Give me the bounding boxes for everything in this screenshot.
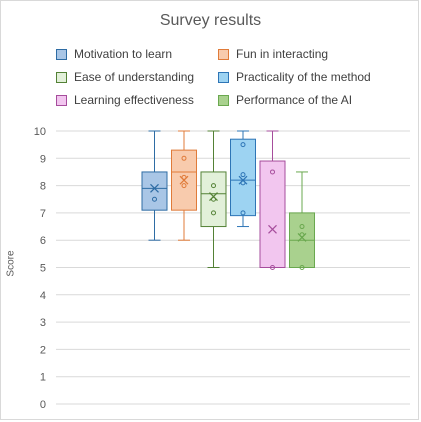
legend-item: Motivation to learn bbox=[56, 47, 172, 61]
box-series bbox=[141, 130, 168, 241]
box-series bbox=[259, 130, 286, 270]
legend-item: Fun in interacting bbox=[218, 47, 328, 61]
legend-item: Learning effectiveness bbox=[56, 93, 194, 107]
y-tick-label: 0 bbox=[40, 399, 46, 411]
data-point bbox=[181, 183, 187, 189]
legend-item: Ease of understanding bbox=[56, 70, 194, 84]
y-tick-label: 8 bbox=[40, 181, 46, 193]
legend-swatch bbox=[218, 71, 229, 83]
mean-marker bbox=[150, 183, 159, 193]
y-tick-label: 7 bbox=[40, 208, 46, 220]
y-tick-label: 2 bbox=[40, 344, 46, 356]
y-tick-label: 10 bbox=[34, 126, 46, 138]
box-series bbox=[230, 130, 256, 228]
data-point bbox=[181, 174, 187, 180]
data-point bbox=[240, 172, 246, 178]
legend-label: Learning effectiveness bbox=[74, 93, 194, 107]
data-point bbox=[240, 180, 246, 186]
legend-item: Practicality of the method bbox=[218, 70, 371, 84]
data-point bbox=[211, 210, 216, 216]
mean-marker bbox=[238, 175, 248, 185]
box bbox=[141, 171, 168, 211]
legend-item: Performance of the AI bbox=[218, 93, 352, 107]
data-point bbox=[270, 169, 275, 175]
data-point bbox=[240, 210, 246, 216]
legend-swatch bbox=[56, 94, 67, 106]
y-tick-label: 9 bbox=[40, 153, 46, 165]
box bbox=[200, 171, 227, 228]
y-tick-label: 6 bbox=[40, 235, 46, 247]
data-point bbox=[299, 265, 305, 270]
data-point bbox=[299, 232, 305, 238]
legend-label: Practicality of the method bbox=[236, 70, 371, 84]
data-point bbox=[211, 196, 216, 202]
y-tick-label: 3 bbox=[40, 317, 46, 329]
legend-label: Ease of understanding bbox=[74, 70, 195, 84]
mean-marker bbox=[179, 175, 189, 185]
legend-label: Fun in interacting bbox=[236, 47, 329, 61]
data-point bbox=[240, 142, 246, 148]
legend-label: Motivation to learn bbox=[74, 47, 173, 61]
mean-marker bbox=[268, 224, 277, 234]
box-series bbox=[200, 130, 227, 268]
legend-label: Performance of the AI bbox=[236, 93, 353, 107]
box-series bbox=[289, 171, 315, 270]
data-point bbox=[152, 196, 157, 202]
legend-swatch bbox=[218, 48, 229, 60]
data-point bbox=[299, 224, 305, 230]
legend-swatch bbox=[56, 48, 67, 60]
y-tick-label: 1 bbox=[40, 372, 46, 384]
data-point bbox=[270, 265, 275, 270]
y-tick-label: 5 bbox=[40, 263, 46, 275]
box bbox=[259, 160, 286, 268]
mean-marker bbox=[209, 192, 218, 201]
data-point bbox=[181, 155, 187, 161]
box bbox=[230, 138, 256, 217]
legend-swatch bbox=[218, 94, 229, 106]
box-series bbox=[171, 130, 197, 241]
mean-marker bbox=[297, 233, 307, 242]
legend-swatch bbox=[56, 71, 67, 83]
y-tick-label: 4 bbox=[40, 290, 46, 302]
data-point bbox=[211, 183, 216, 189]
chart-title: Survey results bbox=[159, 12, 262, 29]
y-axis-label: Score bbox=[5, 250, 17, 277]
